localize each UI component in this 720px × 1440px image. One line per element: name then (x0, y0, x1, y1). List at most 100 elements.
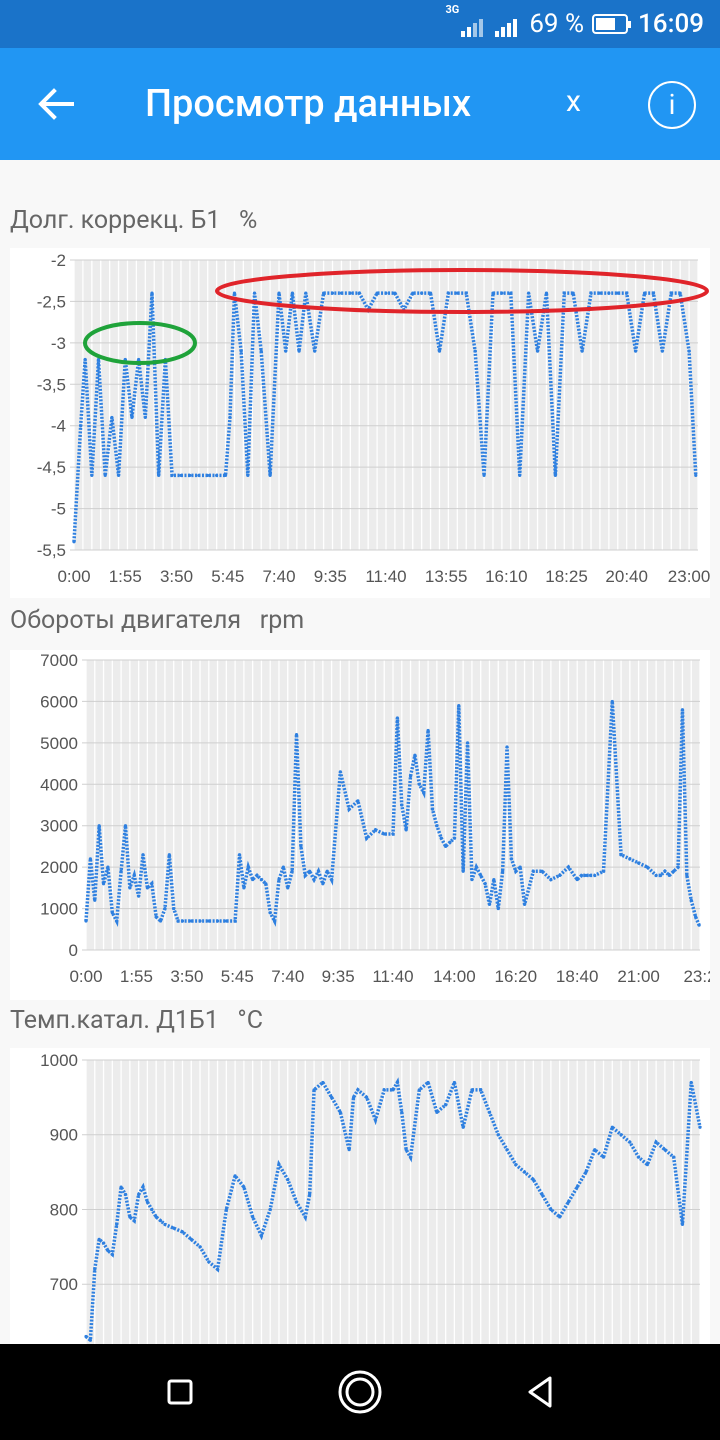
data-point (437, 349, 442, 353)
data-point (411, 291, 415, 295)
battery-percent: 69 % (529, 9, 585, 39)
data-point (268, 473, 272, 478)
data-point (470, 1088, 474, 1092)
data-point (215, 473, 219, 478)
data-point (224, 919, 228, 923)
data-point (101, 882, 106, 886)
data-point (584, 1170, 588, 1174)
data-point (619, 853, 623, 857)
data-point (601, 1155, 606, 1159)
data-point (562, 291, 566, 295)
data-point (325, 869, 329, 873)
data-point (284, 349, 288, 353)
data-point (356, 799, 360, 803)
data-point (598, 291, 602, 295)
data-point (290, 291, 294, 295)
data-point (347, 1148, 351, 1152)
data-point (496, 1133, 500, 1137)
data-point (188, 473, 192, 478)
data-point (150, 882, 154, 886)
data-point (137, 894, 141, 898)
data-point (330, 877, 334, 882)
data-point (123, 1192, 128, 1197)
y-tick-label: 7000 (40, 651, 78, 670)
data-point (246, 865, 250, 869)
data-point (233, 1174, 237, 1178)
data-point (642, 291, 647, 295)
y-tick-label: 4000 (40, 775, 78, 794)
data-point (663, 1148, 667, 1152)
x-tick-label: 21:00 (617, 967, 660, 986)
x-tick-label: 18:25 (545, 567, 588, 586)
data-point (500, 291, 504, 295)
data-point (224, 1207, 228, 1212)
data-point (382, 832, 386, 836)
data-point (246, 473, 250, 478)
data-point (272, 919, 277, 923)
close-button[interactable]: x (566, 84, 581, 119)
data-point (259, 1234, 264, 1238)
y-tick-label: 900 (50, 1126, 78, 1145)
data-point (473, 349, 477, 353)
data-point (154, 1215, 158, 1219)
data-point (232, 291, 237, 295)
data-point (132, 873, 136, 878)
y-tick-label: 3000 (40, 817, 78, 836)
data-point (348, 291, 352, 295)
x-tick-label: 11:40 (365, 567, 406, 586)
data-point (330, 291, 335, 295)
data-point (264, 882, 268, 886)
status-bar: 3G 69 % 16:09 (0, 0, 720, 48)
series-line (72, 291, 698, 542)
data-point (654, 873, 658, 878)
data-point (685, 873, 689, 878)
data-point (338, 770, 342, 774)
data-point (444, 844, 448, 849)
chart-1-label: Долг. коррекц. Б1 % (10, 206, 258, 235)
data-point (575, 877, 579, 882)
back-icon[interactable] (516, 1368, 564, 1416)
content[interactable]: Долг. коррекц. Б1 % -2 -2,5 -3 -3,5 -4 -4,5 -5… (0, 160, 720, 1344)
data-point (154, 915, 158, 919)
data-point (215, 1267, 220, 1271)
data-point (197, 473, 201, 478)
data-point (170, 473, 174, 478)
arrow-left-icon[interactable] (34, 82, 78, 126)
y-tick-label: -4,5 (37, 458, 66, 477)
data-point (110, 1252, 114, 1256)
info-button[interactable]: i (648, 81, 696, 129)
data-point (455, 291, 459, 295)
data-point (130, 415, 134, 420)
app-bar: Просмотр данных x i (0, 48, 720, 160)
y-tick-label: -5 (51, 500, 66, 519)
data-point (566, 865, 571, 869)
x-tick-label: 1:55 (109, 567, 142, 586)
recents-icon[interactable] (156, 1368, 204, 1416)
data-point (479, 873, 483, 878)
data-point (322, 291, 326, 295)
data-point (277, 1163, 281, 1167)
data-point (522, 1170, 527, 1174)
data-point (505, 745, 509, 749)
data-point (277, 877, 281, 882)
data-point (356, 1088, 360, 1092)
data-point (251, 1215, 255, 1219)
y-tick-label: 800 (50, 1200, 78, 1219)
data-point (400, 803, 404, 807)
data-point (88, 1338, 92, 1342)
data-point (119, 869, 123, 873)
data-point (628, 857, 632, 861)
data-point (172, 1226, 176, 1230)
data-point (487, 902, 492, 907)
y-tick-label: -2,5 (37, 292, 66, 311)
data-point (375, 291, 379, 295)
data-point (678, 291, 682, 295)
data-point (158, 1219, 163, 1223)
data-point (290, 869, 294, 873)
y-tick-label: 700 (50, 1275, 78, 1294)
home-icon[interactable] (336, 1368, 384, 1416)
data-point (408, 774, 413, 778)
annotation-ellipse (215, 268, 709, 314)
data-point (207, 1260, 211, 1264)
chart-3-label: Темп.катал. Д1Б1 °C (10, 1006, 264, 1035)
